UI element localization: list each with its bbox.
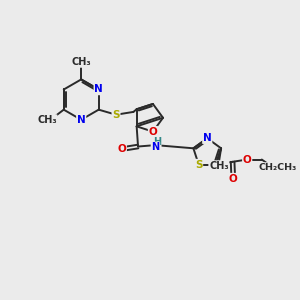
Text: CH₃: CH₃ <box>209 161 229 171</box>
Text: CH₃: CH₃ <box>71 57 91 67</box>
Text: O: O <box>229 174 238 184</box>
Text: N: N <box>94 85 103 94</box>
Text: N: N <box>77 115 85 125</box>
Text: H: H <box>153 137 161 147</box>
Text: O: O <box>243 154 252 164</box>
Text: CH₃: CH₃ <box>37 115 57 125</box>
Text: S: S <box>112 110 120 120</box>
Text: O: O <box>148 127 157 136</box>
Text: S: S <box>195 160 202 170</box>
Text: N: N <box>151 142 160 152</box>
Text: O: O <box>117 144 126 154</box>
Text: N: N <box>203 133 212 143</box>
Text: CH₂CH₃: CH₂CH₃ <box>259 163 297 172</box>
